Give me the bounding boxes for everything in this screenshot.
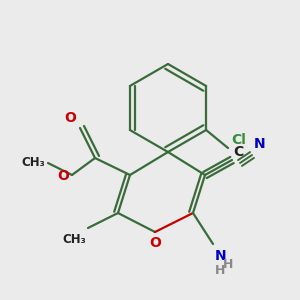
Text: CH₃: CH₃ bbox=[21, 157, 45, 169]
Text: Cl: Cl bbox=[231, 133, 246, 147]
Text: H: H bbox=[223, 258, 233, 271]
Text: N: N bbox=[215, 249, 226, 263]
Text: O: O bbox=[64, 111, 76, 125]
Text: H: H bbox=[215, 264, 225, 277]
Text: C: C bbox=[233, 145, 243, 159]
Text: N: N bbox=[254, 137, 266, 151]
Text: CH₃: CH₃ bbox=[62, 233, 86, 246]
Text: O: O bbox=[149, 236, 161, 250]
Text: O: O bbox=[57, 169, 69, 183]
